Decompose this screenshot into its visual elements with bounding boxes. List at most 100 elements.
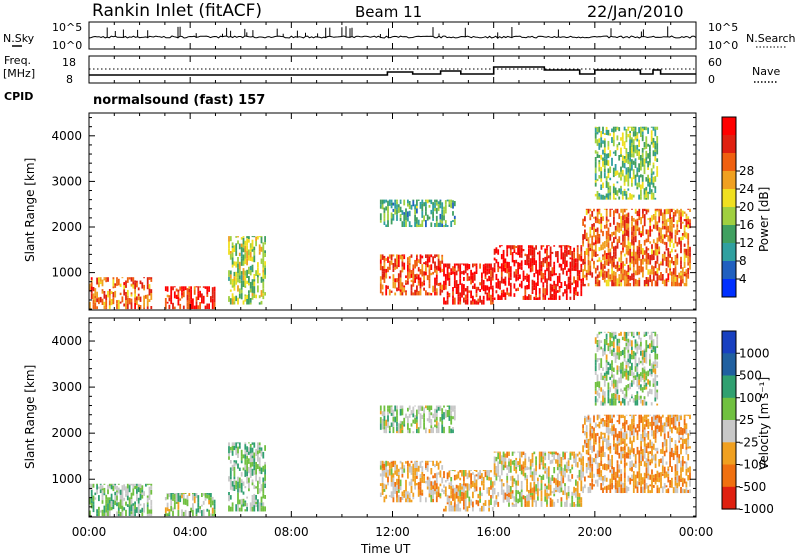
velocity-cell [612, 347, 615, 352]
power-cell [645, 160, 648, 164]
power-cell [444, 273, 447, 280]
power-cell [643, 126, 646, 131]
power-cell [509, 292, 512, 297]
power-cell [660, 230, 662, 236]
velocity-cell [401, 429, 404, 434]
velocity-cell [408, 466, 411, 473]
power-cell [651, 265, 653, 270]
velocity-cell [641, 356, 644, 360]
velocity-cell [108, 497, 111, 500]
velocity-cell [403, 468, 406, 473]
velocity-cell [650, 389, 653, 393]
velocity-cell [598, 477, 601, 480]
power-cell [569, 246, 572, 250]
power-cell [600, 260, 603, 263]
power-cell [671, 208, 673, 213]
velocity-cell [486, 490, 489, 494]
power-cell [629, 126, 631, 128]
power-cell [629, 242, 632, 245]
power-cell [632, 225, 635, 228]
velocity-cell [643, 366, 646, 370]
power-cell [625, 248, 628, 251]
power-cell [238, 252, 241, 257]
power-cell [443, 209, 445, 216]
power-cell [432, 218, 434, 221]
power-cell [674, 263, 677, 267]
power-cell [640, 184, 642, 190]
velocity-cell [547, 451, 550, 454]
velocity-cell [511, 493, 514, 499]
velocity-cell [399, 460, 402, 464]
velocity-cell [614, 360, 617, 363]
velocity-cell [669, 480, 671, 486]
power-cell [233, 276, 236, 281]
velocity-cell [569, 469, 572, 474]
velocity-cell [555, 459, 557, 464]
power-cell [450, 268, 453, 272]
power-cell [625, 174, 628, 182]
power-cell [233, 245, 236, 252]
power-cell [560, 263, 563, 267]
power-cell [631, 231, 633, 236]
velocity-cell [587, 438, 590, 443]
velocity-cell [493, 456, 496, 464]
velocity-cell [473, 474, 476, 479]
velocity-cell [571, 466, 574, 470]
velocity-cell [392, 426, 395, 434]
power-cell [674, 240, 677, 244]
power-cell [164, 298, 167, 304]
power-cell [390, 290, 393, 293]
velocity-cell [614, 451, 617, 455]
colorbar-swatch [722, 331, 736, 354]
power-cell [92, 293, 95, 300]
power-cell [434, 202, 436, 208]
power-cell [262, 242, 265, 245]
power-cell [565, 250, 568, 257]
power-cell [620, 154, 622, 157]
velocity-cell [555, 489, 557, 493]
velocity-cell [649, 353, 651, 360]
power-cell [642, 228, 644, 236]
power-cell [567, 250, 570, 253]
power-cell [591, 272, 594, 278]
velocity-cell [631, 396, 633, 399]
power-cell [515, 274, 518, 282]
velocity-cell [689, 489, 691, 494]
power-cell [634, 161, 637, 168]
power-cell [105, 294, 108, 300]
power-cell [228, 248, 230, 255]
power-cell [658, 232, 661, 236]
power-cell [575, 291, 577, 296]
power-cell [621, 173, 624, 177]
power-cell [683, 261, 686, 268]
velocity-cell [598, 450, 601, 457]
velocity-cell [251, 503, 254, 507]
power-cell [647, 277, 650, 280]
velocity-cell [549, 451, 552, 455]
velocity-cell [262, 482, 265, 487]
velocity-cell [206, 494, 209, 499]
velocity-cell [381, 470, 384, 477]
power-cell [547, 255, 550, 259]
power-cell [656, 249, 659, 256]
colorbar-swatch [722, 243, 736, 262]
power-cell [484, 285, 487, 291]
velocity-cell [520, 480, 523, 485]
velocity-cell [627, 352, 630, 359]
velocity-cell [674, 420, 677, 426]
power-cell [381, 284, 384, 290]
velocity-cell [594, 396, 597, 403]
velocity-cell [481, 480, 483, 486]
power-cell [466, 275, 469, 282]
power-cell [560, 266, 563, 271]
velocity-cell [383, 405, 386, 412]
power-cell [237, 267, 239, 274]
power-cell [439, 260, 442, 268]
velocity-cell [526, 501, 528, 507]
velocity-cell [441, 431, 444, 434]
power-cell [594, 180, 597, 183]
velocity-cell [621, 397, 624, 404]
power-cell [629, 193, 631, 200]
velocity-cell [611, 349, 613, 356]
power-cell [508, 245, 510, 249]
